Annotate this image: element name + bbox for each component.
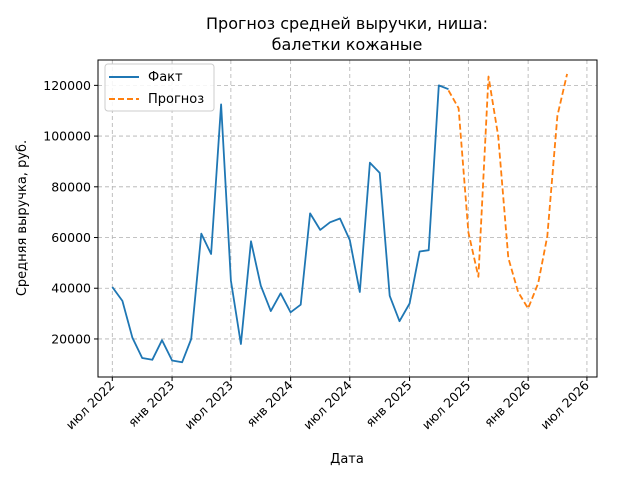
y-tick-label: 80000 (51, 179, 91, 194)
grid (98, 60, 597, 377)
x-tick-label: янв 2024 (244, 377, 296, 429)
series-layer (111, 73, 568, 364)
legend: Факт Прогноз (104, 63, 215, 112)
chart-title-line-2: балетки кожаные (272, 35, 423, 54)
y-tick-label: 120000 (43, 78, 91, 93)
x-tick-label: июл 2024 (300, 377, 355, 432)
y-tick-label: 20000 (51, 331, 91, 346)
x-axis: июл 2022 янв 2023 июл 2023 янв 2024 июл 2024… (63, 377, 592, 432)
series-line-0 (111, 84, 449, 364)
chart-title-line-1: Прогноз средней выручки, ниша: (206, 14, 488, 33)
x-tick-label: июл 2022 (63, 378, 118, 433)
y-axis: 20000 40000 60000 80000 100000 120000 (43, 78, 98, 346)
x-axis-label: Дата (330, 452, 364, 467)
series-line-1 (447, 73, 568, 310)
plot-frame (97, 59, 598, 378)
x-tick-label: янв 2025 (362, 378, 414, 430)
x-tick-label: июл 2023 (181, 378, 236, 433)
y-tick-label: 60000 (51, 230, 91, 245)
y-axis-label: Средняя выручка, руб. (15, 140, 30, 296)
x-tick-label: июл 2026 (537, 377, 592, 432)
legend-label-forecast: Прогноз (148, 92, 204, 107)
x-tick-label: июл 2025 (419, 378, 474, 433)
legend-label-fact: Факт (148, 70, 183, 85)
x-tick-label: янв 2023 (125, 378, 177, 430)
x-tick-label: янв 2026 (481, 377, 533, 429)
y-tick-label: 100000 (43, 129, 91, 144)
y-tick-label: 40000 (51, 281, 91, 296)
